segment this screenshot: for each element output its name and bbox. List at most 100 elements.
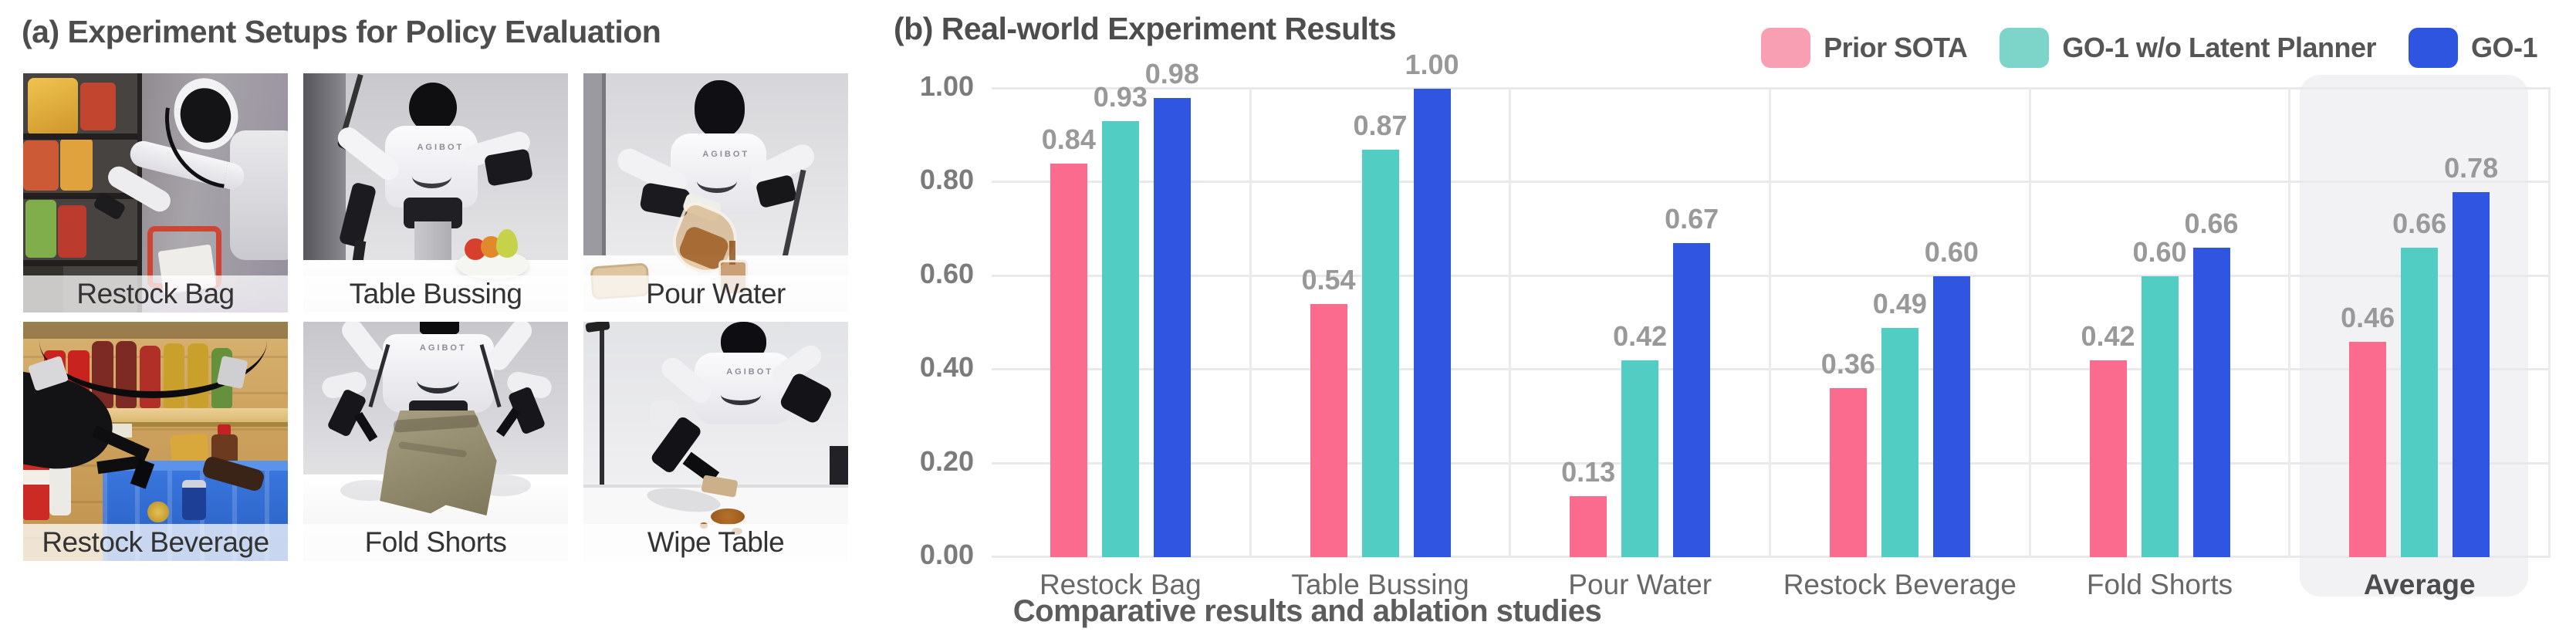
bar-prior-sota	[1570, 496, 1607, 557]
legend-label: GO-1	[2470, 32, 2538, 63]
y-tick-label: 0.80	[919, 164, 974, 196]
robot-logo: AGIBOT	[419, 343, 467, 353]
photo-label-text: Wipe Table	[647, 526, 785, 558]
bar-slot: 0.66	[2392, 89, 2446, 557]
gridline	[992, 87, 2551, 90]
chart-group-pour-water: 0.13 0.42 0.67 Pour Water	[1511, 89, 1772, 600]
bar-slot: 0.60	[1925, 89, 1979, 557]
can-top	[147, 501, 169, 523]
fruit-pear	[496, 228, 518, 258]
photo-restock-bag: Restock Bag	[23, 73, 288, 313]
bar-slot: 0.42	[1613, 89, 1667, 557]
bar-value-label: 0.93	[1093, 81, 1148, 113]
bar-slot: 0.67	[1665, 89, 1719, 557]
bar-group: 0.46 0.66 0.78	[2290, 89, 2548, 557]
photo-label: Wipe Table	[583, 524, 848, 561]
bar-group: 0.54 0.87 1.00	[1252, 49, 1509, 557]
chart-group-restock-beverage: 0.36 0.49 0.60 Restock Beverage	[1771, 89, 2031, 600]
photo-fold-shorts: AGIBOT Fold Shorts	[303, 322, 568, 561]
spill	[710, 508, 745, 525]
photo-label-text: Fold Shorts	[364, 526, 507, 558]
legend-label: Prior SOTA	[1824, 32, 1968, 63]
bar-value-label: 0.66	[2392, 208, 2447, 239]
bar-slot: 0.93	[1094, 81, 1148, 557]
bar-go-1	[1153, 98, 1191, 557]
robot-head	[419, 322, 460, 336]
bar-prior-sota	[1050, 164, 1087, 557]
bar-slot: 0.84	[1042, 89, 1096, 557]
bar-prior-sota	[1310, 304, 1347, 557]
robot-chest-mark	[697, 169, 737, 193]
photo-pour-water: AGIBOT Pour Water	[583, 73, 848, 313]
bar-chart: 0.84 0.93 0.98 Restock Bag 0.54 0.87 1.00 Table…	[992, 49, 2551, 600]
bar-slot: 0.42	[2081, 89, 2135, 557]
bar-prior-sota	[1829, 388, 1867, 557]
panel-a-title: (a) Experiment Setups for Policy Evaluat…	[22, 14, 661, 49]
legend-item-prior-sota: Prior SOTA	[1761, 28, 1968, 68]
photo-label: Restock Beverage	[23, 524, 288, 561]
bar-go-1-w-o-latent-planner	[2141, 276, 2179, 557]
robot-logo: AGIBOT	[726, 367, 773, 377]
chart-group-fold-shorts: 0.42 0.60 0.66 Fold Shorts	[2031, 89, 2291, 600]
bar-value-label: 0.87	[1353, 110, 1408, 141]
pour-stream	[729, 241, 735, 265]
bar-slot: 0.78	[2444, 89, 2498, 557]
bar-go-1	[2453, 192, 2490, 557]
photo-label-text: Table Bussing	[349, 278, 522, 309]
photo-label: Fold Shorts	[303, 524, 568, 561]
category-label-restock-beverage: Restock Beverage	[1783, 569, 2017, 600]
y-axis: 0.00 0.20 0.40 0.60 0.80 1.00	[863, 70, 974, 570]
shorts	[380, 410, 497, 516]
legend-swatch-go1-wo-latent-planner	[2000, 28, 2050, 68]
y-tick-label: 1.00	[919, 70, 974, 102]
bar-value-label: 0.60	[1924, 236, 1979, 268]
robot-head	[695, 80, 745, 138]
photo-label-text: Restock Beverage	[42, 526, 269, 558]
bar-slot: 0.49	[1873, 89, 1927, 557]
bar-value-label: 0.42	[1613, 320, 1668, 352]
bar-slot: 0.87	[1353, 89, 1408, 557]
photo-label: Restock Bag	[23, 275, 288, 313]
photo-table-bussing: AGIBOT Table Bussing	[303, 73, 568, 313]
bar-value-label: 0.42	[2081, 320, 2135, 352]
wall-column	[303, 73, 346, 265]
photo-label: Pour Water	[583, 275, 848, 313]
bar-value-label: 0.49	[1872, 288, 1927, 319]
legend-label: GO-1 w/o Latent Planner	[2062, 32, 2376, 63]
category-label-fold-shorts: Fold Shorts	[2086, 569, 2233, 600]
y-tick-label: 0.40	[919, 351, 974, 384]
bar-value-label: 0.98	[1144, 58, 1199, 90]
bar-value-label: 0.36	[1820, 348, 1875, 380]
chart-legend: Prior SOTA GO-1 w/o Latent Planner GO-1	[1761, 28, 2538, 68]
bar-group: 0.36 0.49 0.60	[1771, 89, 2029, 557]
bar-slot: 0.13	[1561, 89, 1615, 557]
bar-group: 0.84 0.93 0.98	[992, 58, 1249, 557]
bar-go-1	[1673, 243, 1711, 557]
chart-group-table-bussing: 0.54 0.87 1.00 Table Bussing	[1252, 49, 1512, 600]
bar-value-label: 0.60	[2132, 236, 2187, 268]
bar-value-label: 0.67	[1665, 203, 1719, 235]
bar-go-1-w-o-latent-planner	[1361, 150, 1399, 557]
bar-value-label: 1.00	[1405, 49, 1459, 80]
bar-slot: 0.98	[1145, 58, 1199, 557]
cable	[39, 322, 267, 399]
category-label-table-bussing: Table Bussing	[1291, 569, 1469, 600]
bar-go-1-w-o-latent-planner	[1101, 121, 1139, 557]
panel-b-title: (b) Real-world Experiment Results	[894, 11, 1397, 46]
lamp-pole	[599, 322, 604, 489]
photo-restock-beverage: Restock Beverage	[23, 322, 288, 561]
bar-go-1	[1932, 276, 1970, 557]
y-tick-label: 0.20	[919, 444, 974, 477]
bar-value-label: 0.13	[1561, 456, 1616, 488]
bar-group: 0.13 0.42 0.67	[1511, 89, 1769, 557]
bar-slot: 0.60	[2132, 89, 2187, 557]
bar-go-1-w-o-latent-planner	[2401, 248, 2439, 557]
category-label-restock-bag: Restock Bag	[1039, 569, 1202, 600]
photo-label-text: Restock Bag	[76, 278, 235, 309]
bar-slot: 1.00	[1405, 49, 1459, 557]
robot-chest-mark	[721, 384, 761, 406]
bar-slot: 0.54	[1301, 89, 1356, 557]
chart-panels: 0.84 0.93 0.98 Restock Bag 0.54 0.87 1.00 Table…	[992, 49, 2551, 600]
bar-go-1	[2192, 248, 2230, 557]
photo-label-text: Pour Water	[646, 278, 786, 309]
